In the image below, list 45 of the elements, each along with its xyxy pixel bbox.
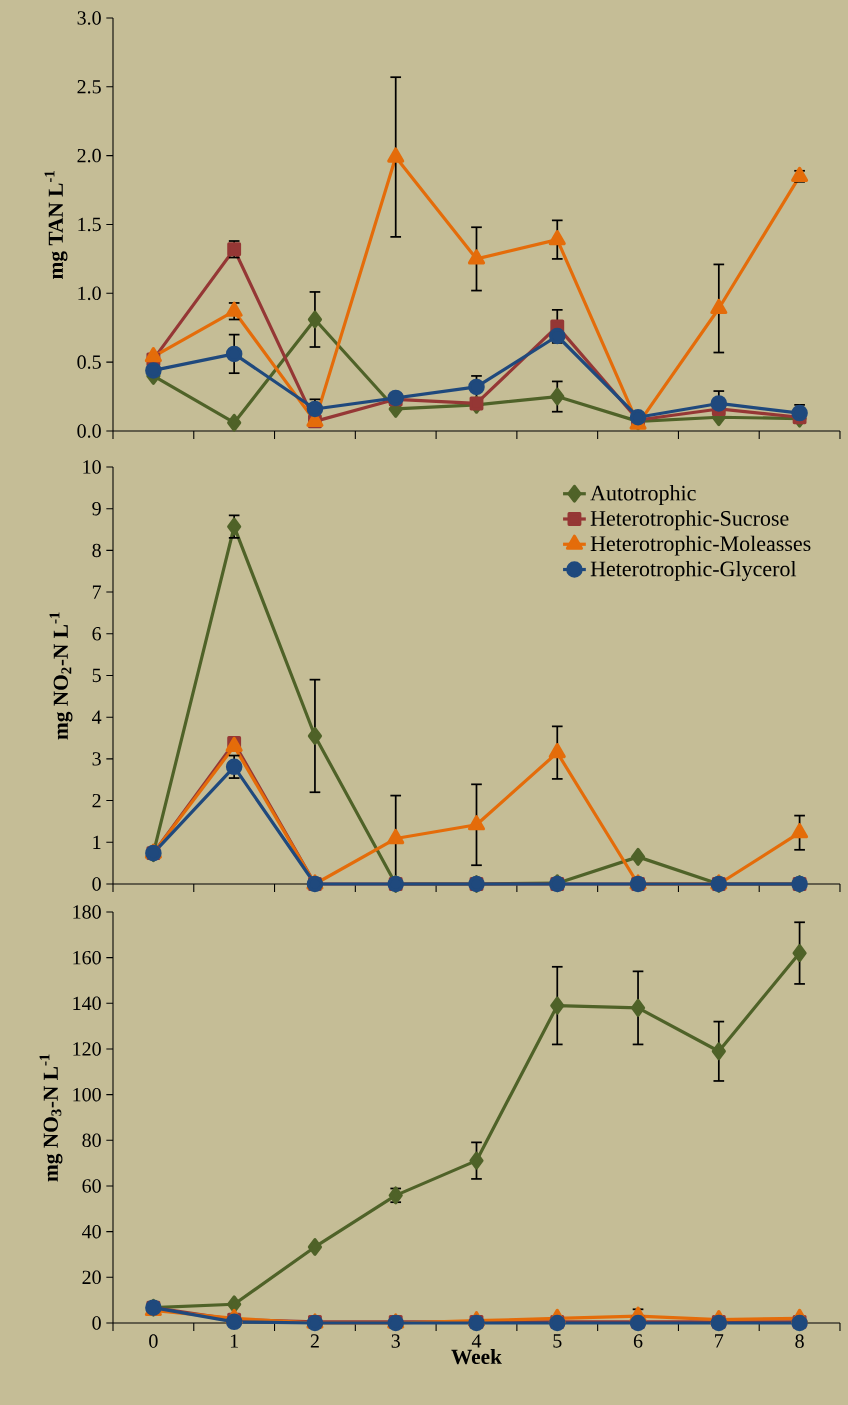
y-tick-label: 3	[92, 752, 101, 766]
x-tick-label: 3	[391, 1334, 400, 1348]
x-tick-label: 7	[715, 1334, 724, 1348]
y-tick-label: 60	[82, 1179, 101, 1193]
y-tick-label: 0	[92, 877, 101, 891]
y-tick-label: 1	[93, 835, 101, 849]
y-tick-label: 4	[92, 710, 102, 724]
y-tick-label: 140	[73, 996, 101, 1011]
x-tick-label: 0	[149, 1334, 158, 1348]
x-tick-label: 6	[633, 1334, 643, 1348]
x-tick-label: 2	[310, 1334, 319, 1348]
x-tick-label: 8	[795, 1334, 804, 1348]
y-tick-label: 1.0	[78, 286, 101, 301]
y-axis-title: mg NO$_{2}$-N L$^{-1}$	[49, 612, 73, 740]
y-tick-label: 120	[73, 1042, 101, 1056]
legend-label: Autotrophic	[590, 485, 696, 506]
x-tick-label: 5	[553, 1334, 562, 1348]
y-tick-label: 0.0	[77, 424, 101, 438]
y-tick-label: 3.0	[77, 11, 101, 25]
y-tick-label: 2.5	[77, 80, 101, 94]
y-tick-label: 5	[92, 668, 101, 683]
y-axis-title: mg TAN L$^{-1}$	[44, 170, 68, 279]
y-tick-label: 7	[92, 585, 102, 599]
y-tick-label: 80	[82, 1133, 101, 1148]
legend-label: Heterotrophic-Glycerol	[590, 560, 797, 581]
y-tick-label: 0	[92, 1316, 101, 1330]
y-tick-label: 20	[82, 1270, 101, 1285]
legend-label: Heterotrophic-Moleasses	[590, 535, 811, 556]
y-tick-label: 0.5	[77, 355, 101, 369]
y-tick-label: 40	[82, 1224, 101, 1239]
y-tick-label: 180	[73, 905, 101, 919]
y-tick-label: 160	[73, 950, 101, 965]
x-tick-label: 1	[230, 1334, 238, 1348]
y-tick-label: 9	[92, 501, 101, 516]
y-tick-label: 1.5	[78, 217, 101, 232]
x-tick-label: 4	[471, 1334, 482, 1348]
y-tick-label: 10	[83, 460, 101, 474]
x-axis-title: Week	[451, 1349, 502, 1365]
y-tick-label: 100	[73, 1087, 101, 1102]
y-tick-label: 2	[92, 793, 101, 808]
y-tick-label: 8	[92, 543, 101, 558]
y-axis-title: mg NO$_{3}$-N L$^{-1}$	[39, 1054, 63, 1182]
legend-label: Heterotrophic-Sucrose	[590, 510, 789, 531]
y-tick-label: 2.0	[77, 148, 101, 163]
y-tick-label: 6	[92, 627, 102, 641]
